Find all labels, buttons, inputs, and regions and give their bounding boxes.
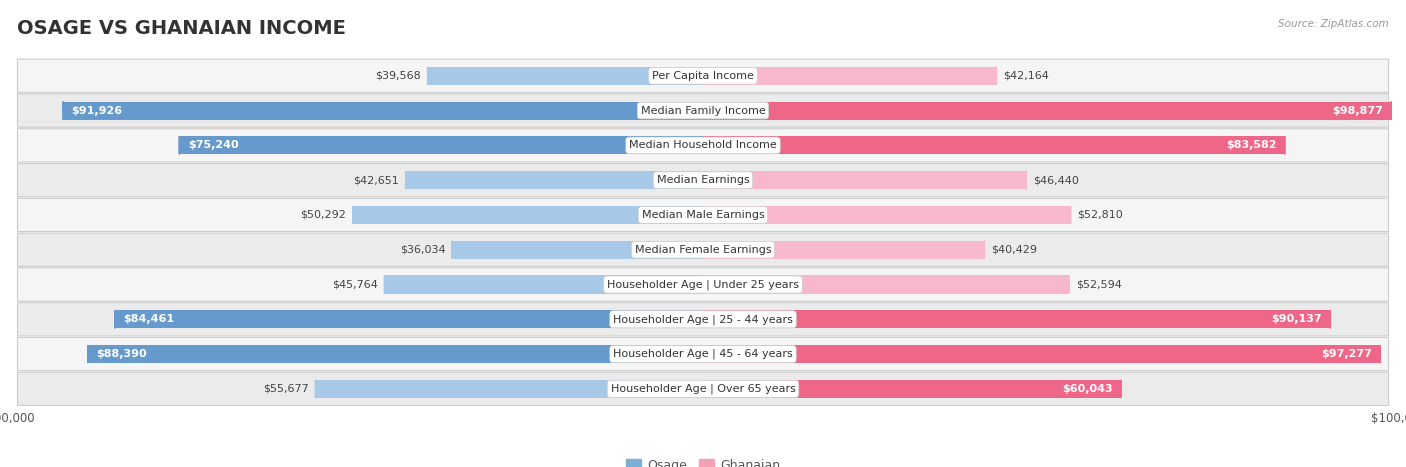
Bar bbox=[63, 101, 703, 120]
Text: $84,461: $84,461 bbox=[124, 314, 174, 324]
Bar bbox=[87, 345, 703, 363]
Text: Median Earnings: Median Earnings bbox=[657, 175, 749, 185]
Bar bbox=[353, 206, 703, 224]
Text: $75,240: $75,240 bbox=[188, 141, 239, 150]
Bar bbox=[703, 101, 1391, 120]
Bar bbox=[406, 171, 703, 189]
FancyBboxPatch shape bbox=[17, 338, 1389, 371]
FancyBboxPatch shape bbox=[17, 233, 1389, 266]
Text: Per Capita Income: Per Capita Income bbox=[652, 71, 754, 81]
Text: $45,764: $45,764 bbox=[332, 280, 378, 290]
FancyBboxPatch shape bbox=[17, 129, 1389, 162]
Bar bbox=[703, 136, 1285, 155]
Text: OSAGE VS GHANAIAN INCOME: OSAGE VS GHANAIAN INCOME bbox=[17, 19, 346, 38]
Text: $52,594: $52,594 bbox=[1076, 280, 1122, 290]
Bar bbox=[427, 67, 703, 85]
Bar bbox=[703, 171, 1026, 189]
Bar bbox=[453, 241, 703, 259]
Text: $36,034: $36,034 bbox=[399, 245, 446, 255]
Text: $98,877: $98,877 bbox=[1331, 106, 1384, 115]
FancyBboxPatch shape bbox=[17, 268, 1389, 301]
Text: Householder Age | 25 - 44 years: Householder Age | 25 - 44 years bbox=[613, 314, 793, 325]
Text: Source: ZipAtlas.com: Source: ZipAtlas.com bbox=[1278, 19, 1389, 28]
Text: $42,651: $42,651 bbox=[353, 175, 399, 185]
Text: $97,277: $97,277 bbox=[1320, 349, 1372, 359]
Text: Householder Age | Under 25 years: Householder Age | Under 25 years bbox=[607, 279, 799, 290]
FancyBboxPatch shape bbox=[17, 198, 1389, 232]
Text: Median Female Earnings: Median Female Earnings bbox=[634, 245, 772, 255]
Bar bbox=[180, 136, 703, 155]
Bar bbox=[703, 310, 1330, 328]
Bar bbox=[703, 241, 984, 259]
Text: Householder Age | Over 65 years: Householder Age | Over 65 years bbox=[610, 384, 796, 394]
FancyBboxPatch shape bbox=[17, 303, 1389, 336]
Bar bbox=[703, 345, 1381, 363]
Text: Median Male Earnings: Median Male Earnings bbox=[641, 210, 765, 220]
Text: $90,137: $90,137 bbox=[1271, 314, 1322, 324]
FancyBboxPatch shape bbox=[17, 59, 1389, 92]
Bar bbox=[703, 276, 1069, 294]
Bar bbox=[384, 276, 703, 294]
Text: Median Family Income: Median Family Income bbox=[641, 106, 765, 115]
FancyBboxPatch shape bbox=[17, 163, 1389, 197]
Bar bbox=[115, 310, 703, 328]
Text: $50,292: $50,292 bbox=[299, 210, 346, 220]
Bar bbox=[703, 206, 1070, 224]
FancyBboxPatch shape bbox=[17, 372, 1389, 405]
Bar bbox=[315, 380, 703, 398]
Text: $83,582: $83,582 bbox=[1226, 141, 1277, 150]
Text: $88,390: $88,390 bbox=[96, 349, 146, 359]
Text: $46,440: $46,440 bbox=[1033, 175, 1078, 185]
Bar bbox=[703, 380, 1121, 398]
Bar bbox=[703, 67, 997, 85]
Text: $39,568: $39,568 bbox=[375, 71, 420, 81]
Text: $91,926: $91,926 bbox=[72, 106, 122, 115]
Text: Median Household Income: Median Household Income bbox=[628, 141, 778, 150]
Text: $52,810: $52,810 bbox=[1077, 210, 1123, 220]
Text: $40,429: $40,429 bbox=[991, 245, 1038, 255]
Text: $55,677: $55,677 bbox=[263, 384, 308, 394]
FancyBboxPatch shape bbox=[17, 94, 1389, 127]
Text: $42,164: $42,164 bbox=[1004, 71, 1049, 81]
Text: Householder Age | 45 - 64 years: Householder Age | 45 - 64 years bbox=[613, 349, 793, 359]
Legend: Osage, Ghanaian: Osage, Ghanaian bbox=[620, 453, 786, 467]
Text: $60,043: $60,043 bbox=[1062, 384, 1112, 394]
